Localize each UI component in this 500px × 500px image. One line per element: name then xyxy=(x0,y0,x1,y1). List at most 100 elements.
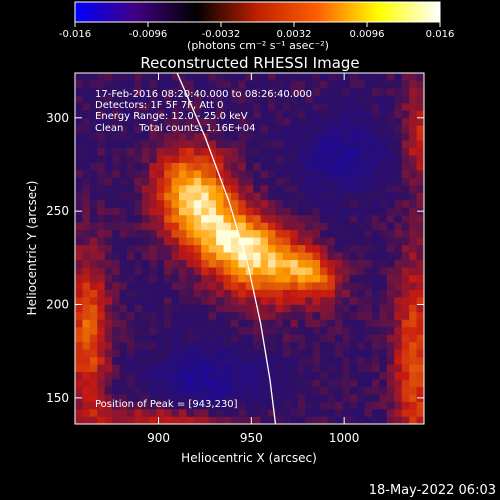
heatmap-cell xyxy=(409,73,417,81)
heatmap-cell xyxy=(119,297,128,305)
heatmap-cell xyxy=(89,147,98,156)
heatmap-cell xyxy=(156,386,165,395)
heatmap-cell xyxy=(75,386,83,395)
heatmap-cell xyxy=(119,117,128,126)
heatmap-cell xyxy=(416,170,424,178)
heatmap-cell xyxy=(97,185,106,193)
heatmap-cell xyxy=(386,379,395,387)
heatmap-cell xyxy=(275,192,284,201)
heatmap-cell xyxy=(230,192,239,201)
heatmap-cell xyxy=(141,117,150,126)
heatmap-cell xyxy=(364,155,373,163)
heatmap-cell xyxy=(149,110,157,119)
heatmap-cell xyxy=(290,379,299,387)
heatmap-cell xyxy=(164,170,172,178)
heatmap-cell xyxy=(89,170,98,178)
heatmap-cell xyxy=(230,319,239,328)
heatmap-cell xyxy=(178,207,187,216)
heatmap-cell xyxy=(379,117,388,126)
heatmap-cell xyxy=(89,110,98,119)
heatmap-cell xyxy=(126,401,135,410)
heatmap-cell xyxy=(208,334,217,343)
heatmap-cell xyxy=(141,371,150,380)
heatmap-cell xyxy=(89,132,98,141)
heatmap-cell xyxy=(320,177,328,186)
heatmap-cell xyxy=(253,416,261,424)
heatmap-cell xyxy=(253,80,261,89)
heatmap-cell xyxy=(364,282,373,290)
heatmap-cell xyxy=(342,401,351,410)
heatmap-cell xyxy=(282,185,291,193)
heatmap-cell xyxy=(349,177,358,186)
heatmap-cell xyxy=(238,80,247,89)
heatmap-cell xyxy=(282,237,291,246)
heatmap-cell xyxy=(282,102,291,111)
heatmap-cell xyxy=(149,259,157,268)
heatmap-cell xyxy=(260,311,269,320)
heatmap-cell xyxy=(223,140,232,148)
heatmap-cell xyxy=(201,87,209,96)
heatmap-cell xyxy=(312,311,321,320)
heatmap-cell xyxy=(82,409,91,417)
heatmap-cell xyxy=(394,274,403,283)
heatmap-cell xyxy=(104,87,113,96)
heatmap-cell xyxy=(275,319,284,328)
heatmap-cell xyxy=(171,304,180,313)
heatmap-cell xyxy=(201,237,209,246)
heatmap-cell xyxy=(230,95,239,104)
heatmap-cell xyxy=(290,192,299,201)
heatmap-cell xyxy=(349,386,358,395)
heatmap-cell xyxy=(156,110,165,119)
heatmap-cell xyxy=(297,364,306,373)
heatmap-cell xyxy=(134,379,143,387)
heatmap-cell xyxy=(112,379,120,387)
heatmap-cell xyxy=(327,170,336,178)
heatmap-cell xyxy=(260,244,269,253)
heatmap-cell xyxy=(342,282,351,290)
heatmap-cell xyxy=(104,326,113,335)
heatmap-cell xyxy=(260,222,269,231)
heatmap-cell xyxy=(349,102,358,111)
heatmap-cell xyxy=(82,274,91,283)
heatmap-cell xyxy=(186,259,195,268)
heatmap-cell xyxy=(75,199,83,208)
heatmap-cell xyxy=(208,73,217,81)
heatmap-cell xyxy=(208,155,217,163)
heatmap-cell xyxy=(112,252,120,260)
heatmap-cell xyxy=(164,341,172,350)
heatmap-cell xyxy=(126,319,135,328)
heatmap-cell xyxy=(126,185,135,193)
heatmap-cell xyxy=(201,326,209,335)
heatmap-cell xyxy=(320,371,328,380)
heatmap-cell xyxy=(305,207,313,216)
heatmap-cell xyxy=(253,289,261,298)
heatmap-cell xyxy=(327,319,336,328)
heatmap-cell xyxy=(238,229,247,238)
heatmap-cell xyxy=(268,177,276,186)
heatmap-cell xyxy=(164,162,172,171)
heatmap-cell xyxy=(89,80,98,89)
heatmap-cell xyxy=(171,117,180,126)
heatmap-cell xyxy=(386,311,395,320)
heatmap-cell xyxy=(97,259,106,268)
heatmap-cell xyxy=(112,199,120,208)
heatmap-cell xyxy=(82,326,91,335)
heatmap-cell xyxy=(349,73,358,81)
heatmap-cell xyxy=(290,326,299,335)
heatmap-cell xyxy=(364,95,373,104)
heatmap-cell xyxy=(201,304,209,313)
heatmap-cell xyxy=(416,319,424,328)
heatmap-cell xyxy=(312,304,321,313)
heatmap-cell xyxy=(238,386,247,395)
heatmap-cell xyxy=(149,364,157,373)
heatmap-cell xyxy=(223,386,232,395)
heatmap-cells xyxy=(75,73,424,424)
heatmap-cell xyxy=(312,386,321,395)
heatmap-cell xyxy=(416,267,424,275)
heatmap-cell xyxy=(208,110,217,119)
heatmap-cell xyxy=(186,117,195,126)
heatmap-cell xyxy=(126,222,135,231)
heatmap-cell xyxy=(401,364,410,373)
heatmap-cell xyxy=(186,199,195,208)
